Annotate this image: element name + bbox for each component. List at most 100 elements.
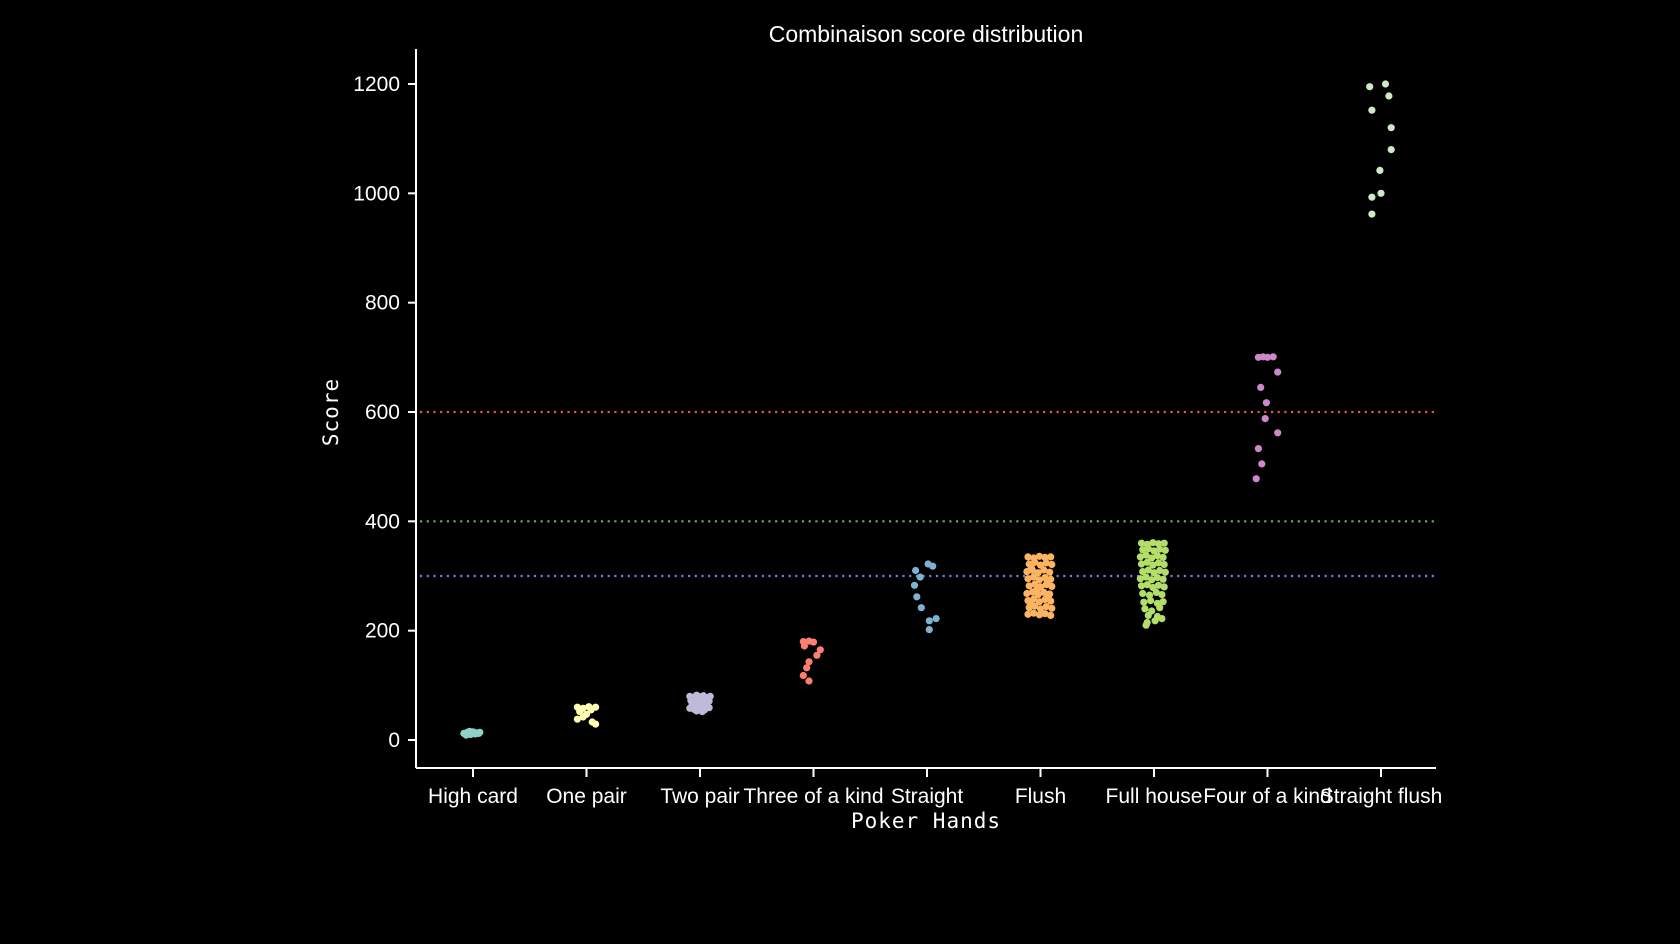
data-point <box>587 706 595 714</box>
data-point <box>1030 609 1038 617</box>
data-point <box>1258 460 1266 468</box>
data-point <box>1024 553 1032 561</box>
data-point <box>1151 617 1159 625</box>
data-point <box>1139 546 1147 554</box>
data-point <box>1040 588 1048 597</box>
data-point <box>689 703 697 711</box>
y-tick-label: 200 <box>365 620 400 643</box>
data-point <box>1252 475 1260 483</box>
data-point <box>1147 597 1155 605</box>
data-point <box>1368 210 1376 218</box>
data-point <box>913 593 921 601</box>
data-point <box>1145 591 1154 599</box>
data-point <box>1034 569 1042 577</box>
y-tick-label: 600 <box>365 401 400 424</box>
data-point <box>1254 445 1262 453</box>
x-tick-label: Full house <box>1106 785 1203 808</box>
data-point <box>1048 582 1056 591</box>
data-point <box>809 638 818 646</box>
y-tick-label: 800 <box>365 292 400 315</box>
data-point <box>1377 189 1385 197</box>
x-tick-label: High card <box>428 785 518 808</box>
data-point <box>1153 552 1161 560</box>
data-point <box>1154 559 1163 567</box>
chart-title: Combinaison score distribution <box>769 21 1084 47</box>
data-point <box>1143 581 1151 589</box>
data-point <box>1031 580 1039 588</box>
data-point <box>1035 598 1043 606</box>
data-point <box>1385 92 1393 100</box>
data-point <box>1041 553 1049 562</box>
data-point <box>1139 589 1147 598</box>
data-point <box>1153 574 1161 582</box>
data-point <box>1137 582 1146 590</box>
data-point <box>1025 582 1033 590</box>
data-point <box>1139 568 1147 576</box>
data-point <box>1137 539 1146 547</box>
data-point <box>1048 560 1056 569</box>
data-point <box>698 708 706 716</box>
data-point <box>1035 552 1043 560</box>
x-axis-ticks: High card One pair Two pair Three of a kind… <box>428 768 1442 808</box>
data-point <box>1152 588 1160 597</box>
y-tick-label: 400 <box>365 510 400 533</box>
x-tick-label: Three of a kind <box>743 785 883 808</box>
data-point <box>1161 546 1169 554</box>
data-point <box>1160 583 1168 591</box>
data-point <box>1043 577 1051 586</box>
data-point <box>800 642 809 650</box>
data-point <box>929 562 937 570</box>
y-axis-ticks: 0 200 400 600 800 1000 1200 <box>353 73 416 752</box>
data-point <box>1141 605 1149 613</box>
data-points <box>460 80 1395 739</box>
data-point <box>1042 559 1050 567</box>
data-point <box>1142 573 1150 581</box>
data-point <box>1030 573 1038 581</box>
x-tick-label: Straight <box>891 785 964 808</box>
x-tick-label: One pair <box>546 785 627 808</box>
data-point <box>576 708 584 716</box>
y-axis-label: Score <box>319 378 343 446</box>
data-point <box>1376 166 1384 174</box>
data-point <box>1159 575 1167 583</box>
data-point <box>917 604 925 612</box>
data-point <box>1263 353 1272 361</box>
data-point <box>1041 610 1049 618</box>
data-point <box>925 626 933 634</box>
data-point <box>1274 429 1282 437</box>
data-point <box>1262 399 1270 407</box>
data-point <box>475 729 483 738</box>
x-tick-label: Four of a kind <box>1203 785 1331 808</box>
data-point <box>1148 576 1156 584</box>
data-point <box>805 677 813 685</box>
data-point <box>1387 124 1395 132</box>
data-point <box>1274 368 1282 376</box>
data-point <box>1026 600 1034 609</box>
data-point <box>1035 576 1043 584</box>
data-point <box>1149 561 1157 569</box>
data-point <box>1144 611 1152 620</box>
data-point <box>1136 553 1144 561</box>
data-point <box>1159 598 1167 606</box>
data-point <box>1024 575 1032 583</box>
x-tick-label: Two pair <box>660 785 739 808</box>
data-point <box>916 573 924 581</box>
data-point <box>1154 581 1163 589</box>
data-point <box>1142 621 1150 629</box>
data-point <box>1040 566 1048 574</box>
data-point <box>466 727 474 735</box>
data-point <box>592 720 600 728</box>
data-point <box>1160 539 1168 547</box>
data-point <box>1149 539 1157 547</box>
data-point <box>1156 545 1164 553</box>
y-tick-label: 1200 <box>353 73 400 96</box>
data-point <box>1144 566 1152 574</box>
data-point <box>1027 564 1035 572</box>
data-point <box>1044 593 1052 601</box>
data-point <box>1148 554 1156 562</box>
data-point <box>1366 83 1374 91</box>
data-point <box>704 695 712 704</box>
data-point <box>1047 611 1055 620</box>
data-point <box>1143 558 1151 566</box>
